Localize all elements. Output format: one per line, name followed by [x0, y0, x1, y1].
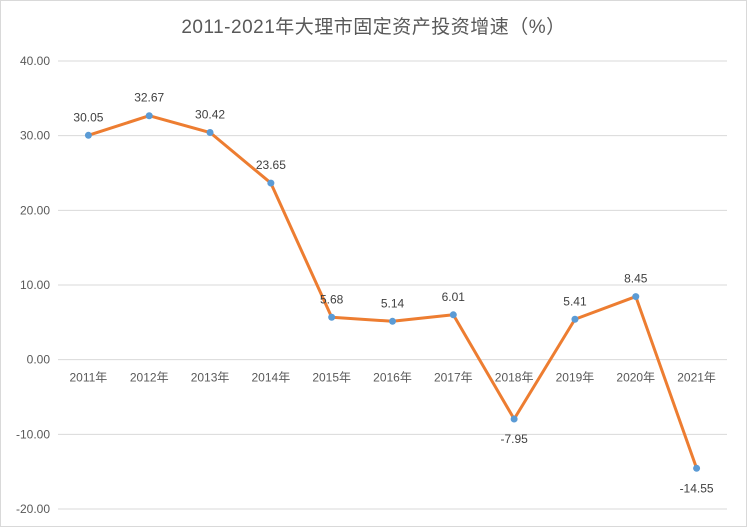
data-point-marker [571, 315, 579, 323]
chart-title: 2011-2021年大理市固定资产投资增速（%） [181, 17, 566, 38]
data-point-marker [84, 131, 92, 139]
x-tick-label: 2021年 [677, 371, 716, 385]
x-tick-label: 2017年 [434, 371, 473, 385]
data-label: 8.45 [624, 272, 648, 286]
data-label: 30.05 [73, 110, 103, 124]
x-tick-label: 2019年 [556, 371, 595, 385]
data-labels: 30.05 32.67 30.42 23.65 5.68 5.14 6.01 -7.95 5.4… [73, 91, 714, 496]
data-point-marker [693, 464, 701, 472]
data-label: 23.65 [256, 158, 286, 172]
data-label: -14.55 [680, 481, 714, 495]
data-label: -7.95 [500, 432, 528, 446]
y-tick-label: 0.00 [27, 353, 51, 367]
data-point-marker [206, 129, 214, 137]
data-point-marker [449, 311, 457, 319]
data-label: 6.01 [442, 290, 466, 304]
y-tick-label: -20.00 [16, 502, 50, 516]
gridlines [58, 60, 727, 510]
data-series [84, 112, 701, 472]
x-axis-ticks: 2011年 2012年 2013年 2014年 2015年 2016年 2017年 2018年… [70, 371, 716, 385]
x-tick-label: 2016年 [373, 371, 412, 385]
y-tick-label: -10.00 [16, 427, 50, 441]
data-point-marker [328, 313, 336, 321]
x-tick-label: 2015年 [312, 371, 351, 385]
data-point-marker [510, 415, 518, 423]
x-tick-label: 2014年 [252, 371, 291, 385]
data-label: 5.14 [381, 296, 405, 310]
data-point-marker [389, 317, 396, 325]
x-tick-label: 2012年 [130, 371, 169, 385]
y-tick-label: 30.00 [20, 129, 50, 143]
data-point-marker [632, 293, 640, 301]
data-label: 32.67 [134, 91, 164, 105]
x-tick-label: 2013年 [191, 371, 230, 385]
data-label: 5.41 [563, 294, 587, 308]
x-tick-label: 2020年 [616, 371, 655, 385]
y-axis-ticks: 40.00 30.00 20.00 10.00 0.00 -10.00 -20.00 [16, 54, 50, 516]
x-tick-label: 2018年 [495, 371, 534, 385]
data-point-marker [267, 179, 275, 187]
series-line [87, 114, 699, 469]
data-label: 5.68 [320, 292, 344, 306]
data-label: 30.42 [195, 108, 225, 122]
y-tick-label: 20.00 [20, 203, 50, 217]
data-point-marker [145, 112, 153, 120]
y-tick-label: 10.00 [20, 278, 50, 292]
y-tick-label: 40.00 [20, 54, 50, 68]
x-tick-label: 2011年 [70, 371, 108, 385]
